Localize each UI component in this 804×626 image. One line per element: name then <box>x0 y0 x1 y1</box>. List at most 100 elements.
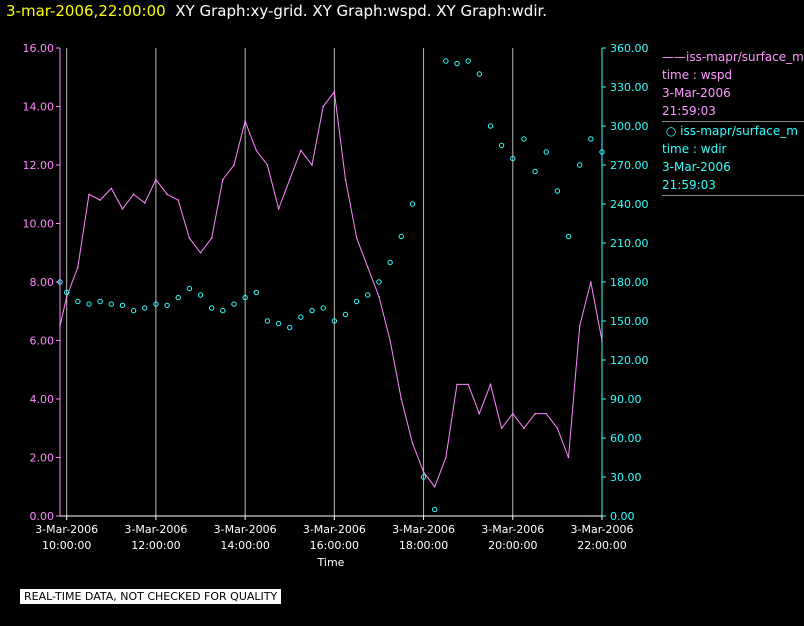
wspd-point <box>110 187 113 190</box>
wdir-point <box>108 301 115 307</box>
legend-wdir-var: time : wdir <box>662 142 727 156</box>
x-tick-date-label: 3-Mar-2006 <box>571 523 634 536</box>
wdir-point <box>153 301 159 307</box>
wdir-point <box>510 155 516 162</box>
wdir-point <box>75 298 81 305</box>
x-tick-time-label: 16:00:00 <box>310 539 359 552</box>
x-tick-date-label: 3-Mar-2006 <box>392 523 455 536</box>
wspd-point <box>601 339 603 342</box>
wdir-point <box>543 149 549 155</box>
wdir-point <box>409 201 416 207</box>
wspd-point <box>478 412 481 415</box>
wspd-point <box>523 427 525 430</box>
wspd-point <box>534 412 536 415</box>
wdir-point <box>97 298 103 305</box>
wspd-point <box>355 237 358 239</box>
x-tick-time-label: 20:00:00 <box>488 539 537 552</box>
wdir-point <box>398 233 404 240</box>
wspd-point <box>456 383 458 386</box>
legend-wdir-name: ○ iss-mapr/surface_m <box>662 124 798 138</box>
wdir-point <box>253 289 259 296</box>
wdir-point <box>498 142 505 149</box>
x-tick-date-label: 3-Mar-2006 <box>214 523 277 536</box>
wspd-point <box>422 471 425 473</box>
y-left-tick-label: 12.00 <box>23 159 55 172</box>
wdir-point <box>264 318 271 324</box>
legend-wspd-name: ——iss-mapr/surface_m <box>662 50 804 64</box>
wdir-point <box>242 294 248 301</box>
wspd-series-line <box>59 90 603 488</box>
wspd-point <box>132 193 135 196</box>
legend-wdir-name-text: iss-mapr/surface_m <box>680 124 798 138</box>
wspd-point <box>210 237 213 239</box>
wdir-point <box>465 58 471 64</box>
y-right-tick-label: 180.00 <box>610 276 649 289</box>
y-left-tick-label: 10.00 <box>23 218 55 231</box>
wspd-point <box>177 199 180 201</box>
graph-title: 3-mar-2006,22:00:00 XY Graph:xy-grid. XY… <box>6 2 547 20</box>
wdir-point <box>320 305 326 311</box>
legend-separator <box>662 121 804 122</box>
wdir-point <box>275 320 282 327</box>
wspd-point <box>88 193 90 196</box>
y-left-tick-label: 14.00 <box>23 101 55 114</box>
wspd-point <box>489 383 492 386</box>
wspd-point <box>545 412 548 415</box>
y-left-tick-label: 2.00 <box>30 452 55 465</box>
x-axis-label: Time <box>317 556 345 569</box>
y-right-tick-label: 150.00 <box>610 315 649 328</box>
y-left-tick-label: 4.00 <box>30 393 55 406</box>
wdir-point <box>387 259 393 266</box>
wdir-point <box>554 188 561 194</box>
y-right-tick-label: 300.00 <box>610 120 649 133</box>
wdir-point <box>331 318 338 324</box>
legend-wspd-name-text: iss-mapr/surface_m <box>686 50 804 64</box>
wspd-point <box>378 295 380 298</box>
wspd-point <box>433 485 436 488</box>
x-tick-time-label: 10:00:00 <box>42 539 91 552</box>
wspd-point <box>255 149 258 152</box>
wspd-point <box>143 202 146 204</box>
y-right-tick-label: 330.00 <box>610 81 649 94</box>
wdir-point <box>186 285 193 292</box>
wdir-point <box>565 233 572 240</box>
x-tick-time-label: 12:00:00 <box>131 539 180 552</box>
wspd-point <box>389 339 391 342</box>
x-tick-time-label: 18:00:00 <box>399 539 448 552</box>
wdir-point <box>175 294 181 301</box>
wspd-point <box>411 442 414 444</box>
wspd-point <box>277 208 280 210</box>
legend-wspd-var: time : wspd <box>662 68 733 82</box>
wdir-point <box>231 301 237 307</box>
wdir-point <box>342 311 349 318</box>
wspd-point <box>300 149 302 152</box>
wspd-point <box>155 178 157 181</box>
wdir-point <box>532 168 538 175</box>
x-tick-time-label: 14:00:00 <box>220 539 269 552</box>
wdir-point <box>376 279 382 285</box>
wspd-point <box>590 281 592 283</box>
wdir-point <box>353 298 360 305</box>
wspd-point <box>266 164 269 166</box>
wspd-point <box>233 164 235 166</box>
y-right-tick-label: 240.00 <box>610 198 649 211</box>
wdir-point <box>432 506 438 513</box>
wdir-point <box>119 302 126 309</box>
wdir-point <box>164 302 170 309</box>
wdir-point <box>197 292 204 298</box>
wdir-point <box>57 279 63 285</box>
y-left-tick-label: 0.00 <box>30 510 55 523</box>
wspd-point <box>311 164 313 166</box>
legend-wspd-date: 3-Mar-2006 <box>662 86 731 100</box>
wspd-point <box>188 237 191 239</box>
wspd-point <box>65 295 68 298</box>
wspd-point <box>333 91 336 93</box>
wdir-point <box>365 292 371 298</box>
y-right-tick-label: 210.00 <box>610 237 649 250</box>
y-left-tick-label: 6.00 <box>30 335 55 348</box>
y-right-tick-label: 0.00 <box>610 510 635 523</box>
wdir-point <box>576 162 583 168</box>
legend: ——iss-mapr/surface_m time : wspd 3-Mar-2… <box>662 48 804 196</box>
y-right-tick-label: 30.00 <box>610 471 642 484</box>
x-tick-date-label: 3-Mar-2006 <box>481 523 544 536</box>
